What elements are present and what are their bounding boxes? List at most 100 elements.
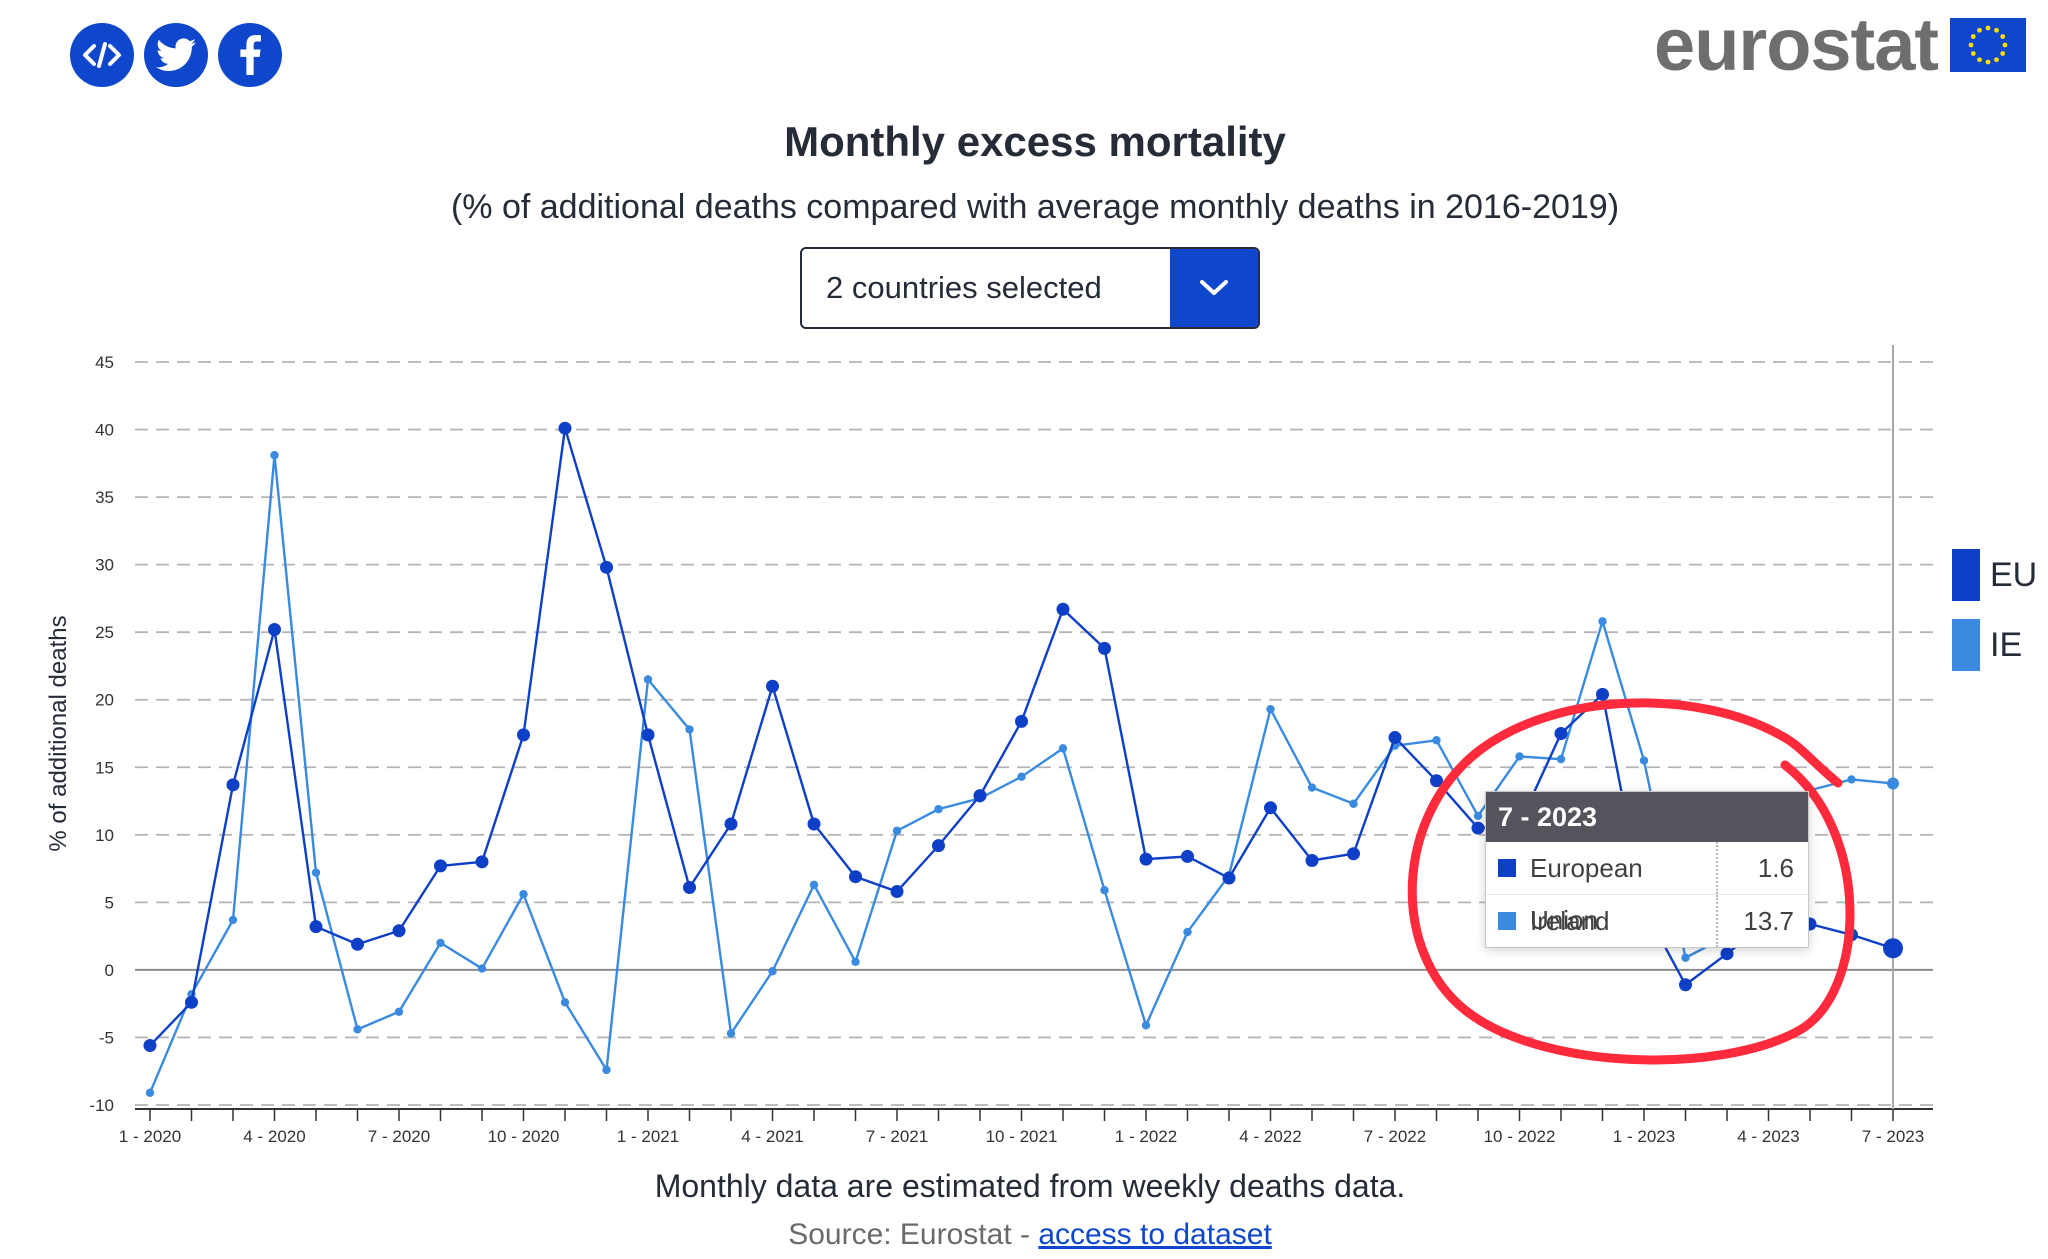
tooltip-label-eu: European Union	[1530, 842, 1718, 935]
data-point-eu	[890, 885, 904, 899]
twitter-icon	[156, 38, 196, 71]
y-tick-label: 5	[105, 893, 114, 912]
data-point-ie	[477, 964, 487, 973]
tooltip-value-eu: 1.6	[1757, 852, 1794, 883]
y-tick-label: 10	[95, 826, 114, 845]
data-point-eu	[1264, 801, 1277, 815]
flag-star	[1977, 27, 1982, 33]
legend-label-ie: IE	[1990, 625, 2023, 664]
data-point-ie	[1887, 777, 1899, 790]
legend-item-eu[interactable]: EU	[1952, 540, 2037, 610]
y-tick-label: 40	[95, 421, 114, 440]
y-tick-label: -5	[99, 1028, 114, 1047]
chevron-down-icon	[1200, 280, 1228, 295]
data-point-eu	[143, 1039, 157, 1053]
data-point-ie	[1058, 744, 1068, 753]
x-tick-label: 10 - 2020	[488, 1127, 560, 1146]
data-point-eu	[1596, 687, 1609, 701]
flag-star	[1970, 51, 1976, 56]
flag-star	[1994, 27, 1999, 33]
x-tick-label: 7 - 2020	[368, 1127, 430, 1146]
flag-star	[1985, 59, 1991, 65]
eurostat-logo[interactable]: eurostat	[1654, 8, 2026, 82]
flag-star	[2000, 34, 2006, 39]
data-point-eu	[351, 937, 364, 951]
embed-icon	[83, 42, 121, 68]
data-point-ie	[1847, 775, 1856, 784]
data-point-eu	[475, 855, 489, 869]
chart-title: Monthly excess mortality	[784, 118, 1286, 165]
twitter-button[interactable]	[144, 23, 208, 87]
dataset-link[interactable]: access to dataset	[1038, 1218, 1272, 1251]
data-point-ie	[1556, 754, 1566, 764]
tooltip-swatch-ie	[1498, 912, 1516, 930]
data-point-ie	[519, 890, 528, 899]
flag-star	[1985, 25, 1991, 31]
data-point-eu	[1554, 727, 1568, 740]
data-point-ie	[768, 967, 777, 976]
data-point-eu	[973, 789, 987, 803]
data-point-ie	[228, 915, 238, 925]
embed-button[interactable]	[70, 23, 134, 87]
line-chart: -10 -5 0 5 10 15 20 25 30 35 40 45 1 - 2020 4 - 2020 7…	[45, 345, 1933, 1146]
data-point-ie	[602, 1065, 611, 1075]
chart-subtitle: (% of additional deaths compared with av…	[450, 188, 1620, 226]
country-selector-value: 2 countries selected	[826, 270, 1102, 305]
country-selector[interactable]: 2 countries selected	[800, 247, 1260, 329]
y-tick-label: 35	[95, 488, 114, 507]
data-point-ie	[1515, 752, 1524, 761]
x-tick-label: 1 - 2023	[1613, 1127, 1675, 1146]
tooltip-row-eu: European Union 1.6	[1486, 842, 1808, 935]
data-point-eu	[1181, 849, 1194, 863]
data-point-ie	[809, 880, 819, 890]
data-point-ie	[1473, 811, 1483, 821]
tooltip-label-ie: Ireland	[1530, 895, 1718, 947]
data-point-eu	[1430, 774, 1443, 788]
x-tick-label: 7 - 2023	[1862, 1127, 1924, 1146]
flag-star	[2000, 51, 2006, 56]
data-point-eu	[766, 679, 779, 693]
source-prefix: Source: Eurostat -	[788, 1218, 1039, 1251]
legend-swatch-ie	[1952, 619, 1980, 671]
data-point-eu	[807, 817, 821, 831]
footnote: Monthly data are estimated from weekly d…	[654, 1168, 1406, 1204]
y-tick-label: -10	[89, 1096, 114, 1115]
data-point-eu	[1015, 714, 1028, 728]
flag-star	[2002, 42, 2008, 48]
data-point-eu	[1139, 852, 1153, 866]
data-point-eu	[600, 560, 613, 574]
data-point-eu	[932, 839, 945, 853]
data-point-ie	[436, 938, 445, 948]
x-tick-label: 7 - 2021	[866, 1127, 928, 1146]
data-point-eu	[1305, 853, 1319, 867]
legend-item-ie[interactable]: IE	[1952, 610, 2037, 680]
data-point-eu	[309, 920, 323, 934]
data-point-ie	[934, 804, 943, 814]
share-buttons	[70, 23, 282, 87]
y-tick-label: 15	[95, 758, 114, 777]
data-point-ie	[1307, 783, 1317, 792]
data-point-ie	[851, 957, 860, 967]
x-tick-label: 4 - 2020	[243, 1127, 305, 1146]
data-point-eu	[392, 924, 406, 938]
chart-tooltip: 7 - 2023 European Union 1.6 Ireland 13.7	[1485, 791, 1809, 948]
data-point-ie	[726, 1029, 736, 1038]
series-line-eu	[149, 426, 1894, 1047]
facebook-button[interactable]	[218, 23, 282, 87]
data-point-eu	[1679, 978, 1692, 992]
country-selector-toggle[interactable]	[1170, 249, 1258, 327]
flag-star	[1994, 57, 1999, 63]
data-point-eu	[1720, 947, 1734, 961]
x-tick-label: 4 - 2023	[1737, 1127, 1799, 1146]
data-point-eu	[1388, 731, 1402, 745]
data-point-ie	[311, 868, 321, 877]
data-point-ie	[1681, 953, 1690, 962]
data-point-ie	[560, 998, 570, 1007]
y-tick-label: 25	[95, 623, 114, 642]
x-tick-label: 1 - 2021	[617, 1127, 679, 1146]
x-tick-label: 7 - 2022	[1364, 1127, 1426, 1146]
flag-star	[1968, 42, 1974, 48]
data-point-eu	[185, 995, 198, 1009]
eu-flag-icon	[1950, 18, 2026, 72]
y-axis-title: % of additional deaths	[45, 615, 72, 851]
